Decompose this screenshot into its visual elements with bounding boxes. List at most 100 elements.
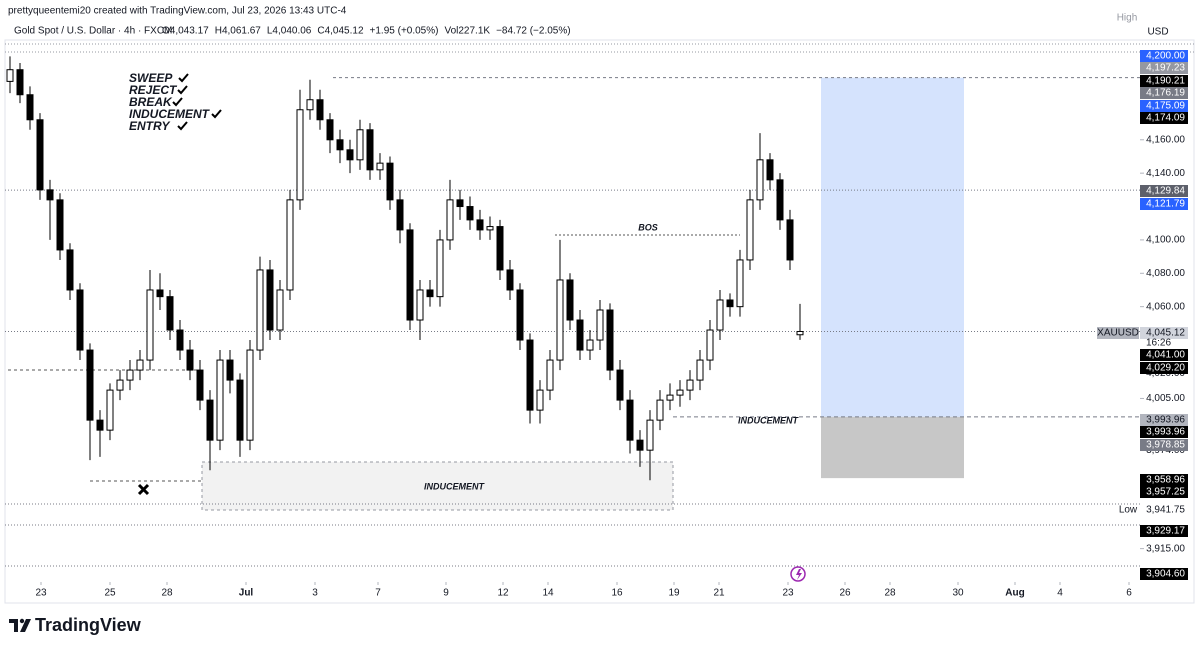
inducement-zone (201, 461, 674, 511)
price-label-box (1140, 62, 1188, 74)
price-label-box (1140, 439, 1188, 451)
candle-body (536, 389, 544, 411)
price-label: 3,993.96 (1146, 427, 1185, 438)
event-icon (796, 569, 802, 580)
price-label: 3,978.85 (1146, 440, 1185, 451)
x-tick-label: Jul (239, 588, 254, 599)
price-label-box (1140, 474, 1188, 486)
candle-body (736, 259, 744, 308)
candle-body (166, 296, 174, 331)
x-tick-label: 28 (161, 588, 173, 599)
candle-body (366, 129, 374, 171)
ohlc-value: O4,043.17 (162, 26, 209, 37)
x-tick-label: 21 (713, 588, 725, 599)
countdown: 16:26 (1146, 338, 1171, 349)
candle-body (46, 189, 54, 201)
x-tick-label: 26 (839, 588, 851, 599)
price-label: 4,121.79 (1146, 199, 1185, 210)
annotation: REJECT (129, 83, 178, 97)
candle-body (596, 309, 604, 341)
candle-body (146, 289, 154, 361)
candle-body (156, 289, 164, 298)
candle-body (486, 226, 494, 231)
candle-body (576, 319, 584, 351)
candle-body (466, 206, 474, 221)
price-label: 4,197.23 (1146, 63, 1185, 74)
price-label-box (1140, 414, 1188, 426)
candle-body (626, 399, 634, 441)
candle-body (136, 359, 144, 371)
x-tick-label: 4 (1057, 588, 1063, 599)
candle-body (656, 399, 664, 421)
ohlc-readout: O4,043.17 H4,061.67 L4,040.06 C4,045.12 +1.9… (162, 26, 571, 37)
x-tick-label: 9 (443, 588, 449, 599)
candle-body (206, 399, 214, 441)
x-tick-label: 23 (782, 588, 794, 599)
price-label-box (1140, 504, 1188, 516)
candle-body (686, 379, 694, 391)
candle-body (176, 329, 184, 351)
x-tick-label: 28 (884, 588, 896, 599)
price-label-box (1140, 327, 1188, 339)
candle-body (86, 349, 94, 421)
ohlc-value: H4,061.67 (215, 26, 262, 37)
price-label-box (1140, 486, 1188, 498)
candle-body (36, 119, 44, 191)
price-label: 3,904.60 (1146, 569, 1185, 580)
candle-body (776, 179, 784, 221)
candle-body (16, 69, 24, 96)
candle-body (376, 162, 384, 171)
candle-body (796, 330, 804, 336)
currency: USD (1147, 27, 1168, 38)
candle-body (186, 349, 194, 371)
price-label-box (1140, 112, 1188, 124)
x-tick-label: 30 (952, 588, 964, 599)
candle-body (326, 119, 334, 141)
x-tick-label: 19 (668, 588, 680, 599)
candle-body (566, 279, 574, 321)
candle-body (726, 299, 734, 308)
ohlc-value: Vol227.1K (444, 26, 490, 37)
candle-body (356, 129, 364, 161)
candle-body (276, 289, 284, 331)
annotation: BOS (638, 222, 658, 232)
candle-body (766, 159, 774, 181)
plot (5, 56, 1140, 567)
candle-body (706, 329, 714, 361)
price-label: 4,174.09 (1146, 113, 1185, 124)
candle-body (6, 69, 14, 82)
candle-body (286, 199, 294, 291)
candle-body (786, 219, 794, 261)
price-label: 4,045.12 (1146, 328, 1185, 339)
candle-body (506, 269, 514, 291)
candle-body (716, 299, 724, 331)
candle-body (546, 359, 554, 391)
x-tick-label: Aug (1005, 588, 1024, 599)
price-label: 4,200.00 (1146, 51, 1185, 62)
candle-body (396, 199, 404, 231)
event-icon (790, 566, 806, 582)
high-tag: High (1117, 13, 1138, 24)
price-label: 4,041.00 (1146, 350, 1185, 361)
price-label: 4,176.19 (1146, 88, 1185, 99)
price-label-box (1140, 362, 1188, 374)
candle-body (306, 99, 314, 111)
brand-name: TradingView (35, 615, 142, 635)
candle-body (416, 289, 424, 321)
price-label-box (1140, 568, 1188, 580)
candle-body (456, 199, 464, 208)
candle-body (316, 99, 324, 121)
price-label-box (1140, 75, 1188, 87)
candle-body (476, 219, 484, 231)
candle-body (246, 349, 254, 441)
price-label: 3,941.75 (1146, 505, 1185, 516)
x-tick-label: 3 (312, 588, 318, 599)
candle-body (606, 309, 614, 371)
candle-body (106, 389, 114, 431)
chart-frame (4, 39, 1195, 604)
candle-body (666, 394, 674, 401)
price-label: 4,190.21 (1146, 76, 1185, 87)
y-tick-label: 3,915.00 (1146, 543, 1185, 554)
zones (821, 77, 964, 479)
